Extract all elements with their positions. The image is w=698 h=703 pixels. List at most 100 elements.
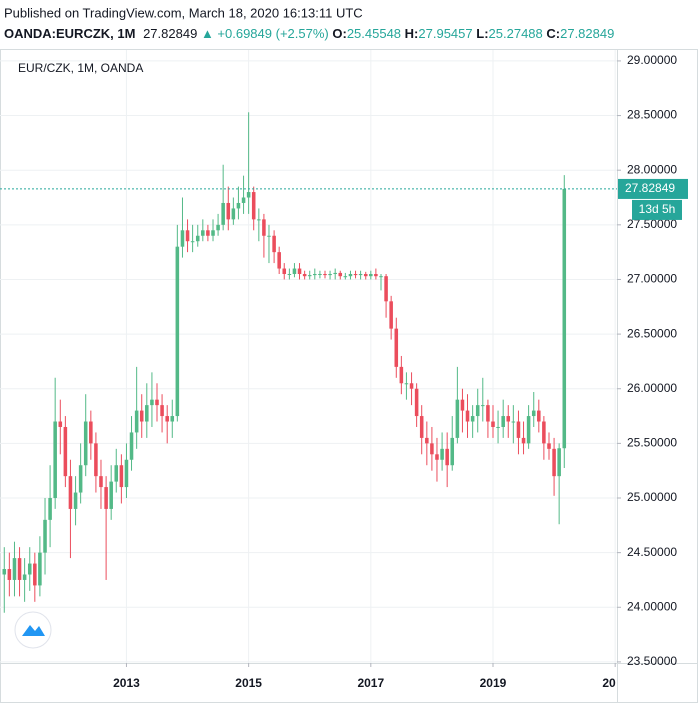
candle-body xyxy=(2,569,7,575)
candle-body xyxy=(496,426,500,428)
candle-body xyxy=(185,230,190,242)
candle-body xyxy=(267,235,271,237)
candle-body xyxy=(165,416,169,422)
candle-body xyxy=(68,476,73,509)
candle-body xyxy=(22,574,27,580)
candle-body xyxy=(124,459,129,488)
candle-body xyxy=(83,421,88,466)
y-tick-label: 24.00000 xyxy=(627,599,677,613)
candle-body xyxy=(282,268,287,275)
ohlc-value: 27.82849 xyxy=(560,26,614,41)
candle-body xyxy=(343,276,348,278)
candle-body xyxy=(206,230,210,236)
candle-body xyxy=(557,448,561,477)
y-tick-label: 24.50000 xyxy=(627,545,677,559)
candle-body xyxy=(475,405,480,417)
candle-body xyxy=(313,274,317,276)
candle-body xyxy=(414,388,419,417)
y-tick-label: 25.00000 xyxy=(627,490,677,504)
candle-body xyxy=(521,437,526,444)
symbol-header: OANDA:EURCZK, 1M 27.82849 ▲ +0.69849 (+2… xyxy=(4,26,614,41)
candle-body xyxy=(328,274,332,276)
chart-frame xyxy=(0,49,698,703)
candle-body xyxy=(450,437,455,466)
candle-body xyxy=(48,498,52,520)
candle-body xyxy=(94,443,98,477)
candle-body xyxy=(114,465,119,482)
logo xyxy=(14,611,52,649)
candle-body xyxy=(7,569,12,580)
candle-body xyxy=(384,276,388,302)
last-price-label: 27.82849 xyxy=(625,181,675,195)
y-tick-label: 23.50000 xyxy=(627,654,677,668)
candle-body xyxy=(99,476,103,488)
candle-body xyxy=(109,481,113,509)
candle-body xyxy=(537,410,541,422)
candle-body xyxy=(389,301,393,329)
candle-body xyxy=(292,268,297,275)
x-tick-label: 2019 xyxy=(480,676,507,690)
candle-body xyxy=(89,421,93,444)
candle-body xyxy=(17,558,22,580)
ohlc-label: L: xyxy=(476,26,488,41)
candle-body xyxy=(33,563,37,586)
candle-body xyxy=(201,230,205,236)
candle-body xyxy=(552,448,556,477)
candle-body xyxy=(465,410,470,422)
candle-body xyxy=(160,405,164,417)
candle-body xyxy=(440,448,444,460)
candle-body xyxy=(190,241,195,243)
ohlc-label: O: xyxy=(332,26,346,41)
candle-body xyxy=(43,519,47,553)
x-tick-label: 2015 xyxy=(235,676,262,690)
y-tick-label: 28.00000 xyxy=(627,162,677,176)
candle-body xyxy=(481,405,485,407)
published-note: Published on TradingView.com, March 18, … xyxy=(4,5,363,20)
candle-body xyxy=(27,563,32,575)
candle-body xyxy=(338,272,343,277)
candle-body xyxy=(73,492,78,509)
candle-body xyxy=(211,230,215,236)
last-price-box xyxy=(618,178,688,199)
candle-body xyxy=(302,274,307,277)
candle-body xyxy=(358,274,363,276)
candle-body xyxy=(63,426,68,477)
candle-body xyxy=(445,448,449,466)
candle-body xyxy=(531,410,536,417)
y-tick-label: 25.50000 xyxy=(627,436,677,450)
candle-body xyxy=(460,399,465,411)
candle-body xyxy=(333,272,337,275)
candle-body xyxy=(501,416,505,427)
candle-body xyxy=(129,432,134,460)
candle-body xyxy=(139,410,144,422)
candle-body xyxy=(363,274,368,277)
ohlc-label: H: xyxy=(405,26,419,41)
candles xyxy=(2,112,567,613)
candle-body xyxy=(369,274,373,277)
candle-body xyxy=(547,443,551,449)
y-tick-label: 26.50000 xyxy=(627,326,677,340)
candle-body xyxy=(511,421,516,423)
candle-body xyxy=(307,275,312,277)
candle-body xyxy=(104,487,108,509)
y-tick-label: 26.00000 xyxy=(627,381,677,395)
candle-body xyxy=(455,399,460,438)
candle-body xyxy=(231,208,236,220)
change-text: ▲ +0.69849 (+2.57%) xyxy=(201,26,329,41)
candle-body xyxy=(470,416,475,422)
candle-body xyxy=(419,416,424,438)
candle-body xyxy=(486,405,490,422)
candle-body xyxy=(251,192,256,220)
candle-body xyxy=(297,268,302,275)
x-tick-label: 20 xyxy=(602,676,616,690)
candle-body xyxy=(216,224,220,231)
candle-body xyxy=(78,465,83,493)
candle-body xyxy=(394,328,399,367)
candle-body xyxy=(374,274,378,277)
candle-body xyxy=(491,421,495,427)
candle-body xyxy=(155,399,159,406)
candle-body xyxy=(236,202,241,209)
candle-body xyxy=(145,405,149,422)
last-price-text: 27.82849 xyxy=(143,26,197,41)
grid xyxy=(0,50,617,663)
